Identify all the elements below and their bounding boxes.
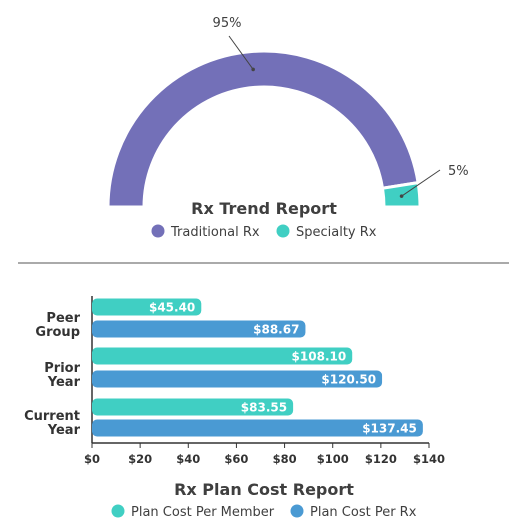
rx-plan-cost-title: Rx Plan Cost Report — [174, 480, 354, 499]
legend-specialty-label: Specialty Rx — [296, 225, 377, 240]
bar-member — [92, 347, 353, 365]
bar-rx — [92, 370, 383, 388]
category-label: Year — [47, 423, 81, 438]
bar-data-label: $120.50 — [321, 373, 376, 387]
x-tick-label: $120 — [365, 452, 397, 466]
x-tick-label: $60 — [224, 452, 248, 466]
slice-label-specialty: 5% — [448, 164, 469, 179]
legend-rx-label: Plan Cost Per Rx — [310, 505, 417, 520]
leader-dot — [251, 67, 255, 72]
x-tick-label: $20 — [128, 452, 152, 466]
legend-traditional-label: Traditional Rx — [170, 225, 260, 240]
category-label: Prior — [44, 361, 80, 376]
legend-member-swatch — [111, 504, 125, 518]
leader-line — [401, 169, 441, 197]
category-label: Group — [35, 325, 80, 340]
x-tick-label: $100 — [317, 452, 349, 466]
rx-trend-legend: Traditional Rx Specialty Rx — [151, 224, 377, 240]
rx-trend-chart: 95% 5% — [106, 16, 469, 209]
bar-rx — [92, 320, 306, 338]
legend-specialty-swatch — [276, 224, 290, 238]
bar-data-label: $45.40 — [149, 301, 195, 315]
leader-dot — [399, 194, 404, 198]
bar-member — [92, 398, 294, 416]
slice-label-traditional: 95% — [213, 16, 242, 31]
x-tick-label: $80 — [273, 452, 297, 466]
legend-rx-swatch — [290, 504, 304, 518]
category-label: Peer — [46, 311, 80, 326]
category-label: Year — [47, 375, 81, 390]
x-tick-label: $40 — [176, 452, 200, 466]
slice-traditional-rx — [106, 49, 420, 209]
rx-plan-cost-legend: Plan Cost Per Member Plan Cost Per Rx — [111, 504, 417, 520]
bar-data-label: $88.67 — [253, 323, 299, 337]
bar-data-label: $108.10 — [292, 350, 347, 364]
bar-member — [92, 298, 202, 316]
rx-trend-title: Rx Trend Report — [191, 199, 337, 218]
legend-traditional-swatch — [151, 224, 165, 238]
leader-line — [228, 35, 254, 70]
bar-data-label: $83.55 — [241, 401, 287, 415]
x-tick-label: $140 — [413, 452, 445, 466]
bar-data-label: $137.45 — [362, 422, 417, 436]
x-tick-label: $0 — [84, 452, 100, 466]
legend-member-label: Plan Cost Per Member — [131, 505, 275, 520]
bar-rx — [92, 419, 423, 437]
category-label: Current — [24, 409, 80, 424]
